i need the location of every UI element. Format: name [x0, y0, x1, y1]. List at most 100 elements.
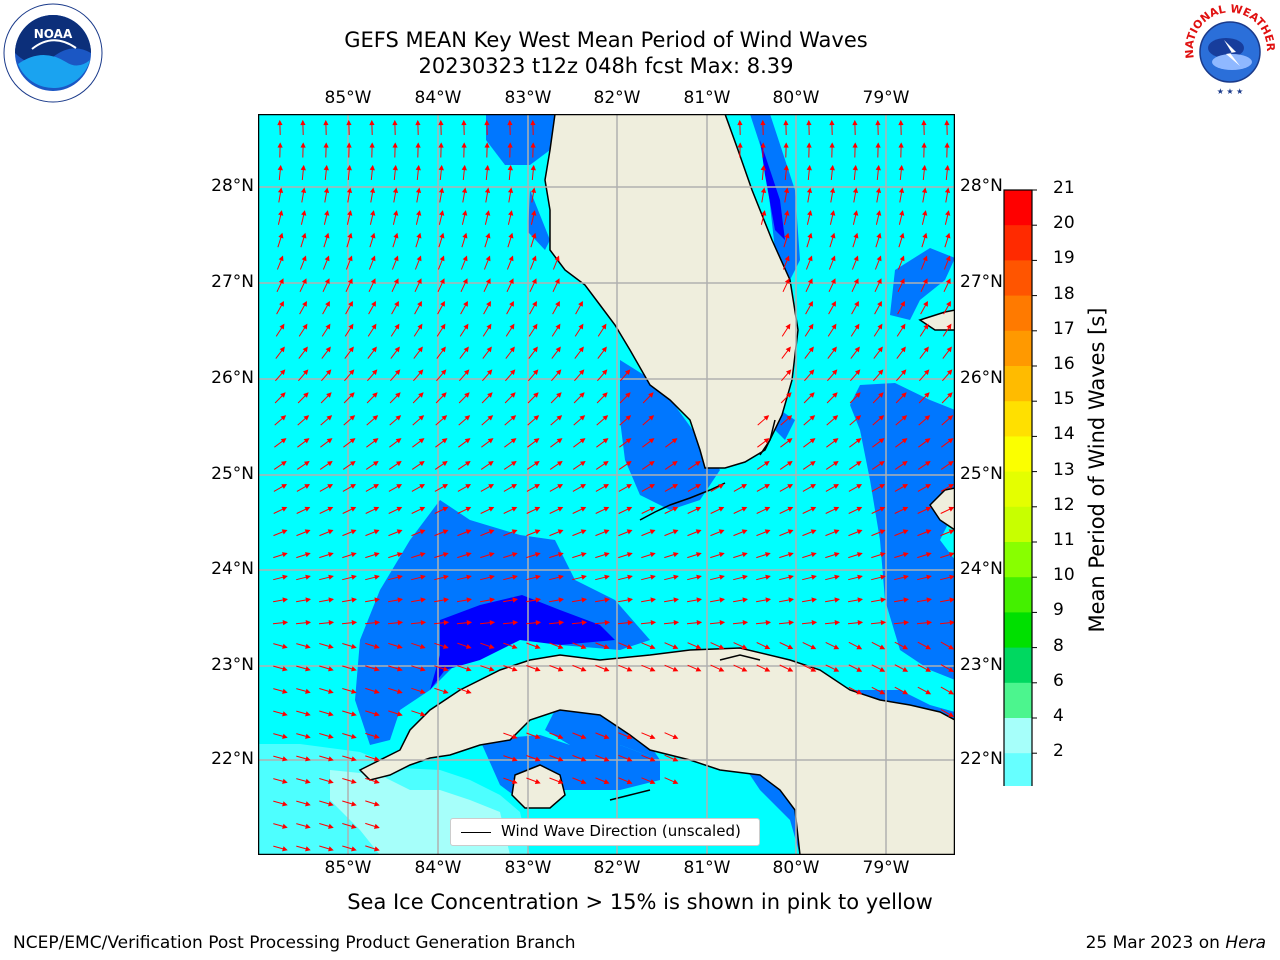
direction-arrow-head: [948, 484, 955, 489]
colorbar-segment: [1004, 718, 1032, 754]
map-legend: Wind Wave Direction (unscaled): [450, 818, 760, 846]
direction-arrow-head: [900, 369, 907, 376]
direction-arrow-head: [530, 187, 537, 194]
direction-arrow-head: [833, 484, 840, 489]
direction-arrow-head: [328, 823, 334, 829]
direction-arrow-head: [900, 346, 906, 353]
colorbar-tick-label: 17: [1053, 318, 1075, 339]
direction-arrow-head: [281, 484, 288, 489]
direction-arrow-head: [442, 506, 449, 512]
colorbar-segment: [1004, 436, 1032, 473]
direction-arrow-head: [282, 756, 288, 762]
direction-arrow-head: [485, 232, 491, 239]
direction-arrow-head: [439, 255, 445, 262]
direction-arrow-head: [829, 142, 835, 148]
direction-arrow-head: [530, 142, 536, 148]
direction-arrow-head: [557, 506, 564, 512]
direction-arrow-head: [926, 574, 932, 580]
direction-arrow-head: [852, 187, 859, 194]
direction-arrow-head: [875, 187, 882, 194]
direction-arrow-head: [349, 415, 356, 421]
direction-arrow-head: [648, 438, 655, 444]
direction-arrow-head: [346, 187, 353, 194]
direction-arrow-head: [855, 392, 861, 398]
direction-arrow-head: [465, 460, 471, 467]
direction-arrow-head: [442, 688, 449, 694]
direction-arrow-head: [395, 438, 402, 444]
direction-arrow-head: [281, 506, 288, 512]
direction-arrow-head: [624, 369, 631, 376]
direction-arrow-head: [466, 574, 472, 580]
direction-arrow-head: [923, 300, 928, 307]
direction-arrow-head: [558, 597, 564, 603]
direction-arrow-head: [947, 438, 954, 444]
direction-arrow-head: [902, 460, 908, 467]
direction-arrow-head: [324, 255, 330, 262]
direction-arrow-head: [511, 484, 518, 489]
direction-arrow-head: [672, 506, 679, 512]
direction-arrow-head: [877, 323, 883, 330]
top-tick-label: 81°W: [683, 88, 731, 108]
direction-arrow-head: [760, 187, 767, 194]
direction-arrow-head: [305, 778, 311, 784]
direction-arrow-head: [879, 529, 886, 535]
direction-arrow-head: [417, 346, 423, 353]
direction-arrow-head: [876, 232, 882, 239]
direction-arrow-head: [880, 597, 886, 603]
direction-arrow-head: [326, 415, 333, 421]
direction-arrow-head: [323, 142, 329, 148]
direction-arrow-head: [418, 415, 425, 421]
direction-arrow-head: [899, 255, 905, 262]
direction-arrow-head: [373, 688, 380, 694]
direction-arrow-head: [579, 392, 585, 398]
colorbar-tick-label: 20: [1053, 213, 1075, 234]
direction-arrow-head: [604, 574, 610, 580]
direction-arrow-head: [877, 300, 882, 307]
direction-arrow-head: [282, 643, 288, 649]
direction-arrow-head: [349, 438, 356, 444]
bot-tick-label: 83°W: [504, 858, 552, 878]
direction-arrow-head: [392, 142, 398, 148]
direction-arrow-head: [442, 552, 449, 558]
direction-arrow-head: [946, 323, 952, 330]
direction-arrow-head: [763, 438, 770, 444]
direction-arrow-head: [578, 346, 584, 353]
direction-arrow-head: [396, 643, 403, 649]
direction-arrow-head: [441, 415, 448, 421]
direction-arrow-head: [856, 529, 863, 535]
direction-arrow-head: [556, 438, 563, 444]
direction-arrow-head: [443, 620, 450, 626]
direction-arrow-head: [808, 300, 813, 307]
direction-arrow-head: [302, 369, 309, 376]
direction-arrow-head: [438, 142, 444, 148]
direction-arrow-head: [488, 506, 495, 512]
direction-arrow-head: [787, 529, 794, 535]
direction-arrow-head: [557, 552, 564, 558]
direction-arrow-head: [328, 688, 334, 694]
colorbar-tick-label: 13: [1053, 459, 1075, 480]
direction-arrow-head: [854, 323, 860, 330]
direction-arrow-head: [925, 484, 932, 489]
direction-arrow-head: [534, 666, 541, 672]
direction-arrow-head: [369, 164, 375, 171]
direction-arrow-head: [603, 734, 610, 740]
direction-arrow-head: [323, 119, 329, 126]
direction-arrow-head: [327, 552, 334, 558]
direction-arrow-head: [945, 232, 951, 239]
direction-arrow-head: [695, 552, 702, 558]
direction-arrow-head: [282, 801, 288, 807]
direction-arrow-head: [856, 484, 863, 489]
direction-arrow-head: [627, 620, 634, 626]
direction-arrow-head: [304, 484, 311, 489]
direction-arrow-head: [509, 346, 515, 353]
direction-arrow-head: [649, 666, 656, 672]
direction-arrow-head: [440, 346, 446, 353]
direction-arrow-head: [305, 756, 311, 762]
colorbar-tick-label: 10: [1053, 565, 1075, 586]
sea-ice-note: Sea Ice Concentration > 15% is shown in …: [347, 890, 933, 914]
direction-arrow-head: [484, 187, 491, 194]
direction-arrow-head: [833, 506, 840, 512]
direction-arrow-head: [741, 506, 748, 512]
direction-arrow-head: [349, 392, 355, 398]
direction-arrow-head: [832, 415, 839, 421]
